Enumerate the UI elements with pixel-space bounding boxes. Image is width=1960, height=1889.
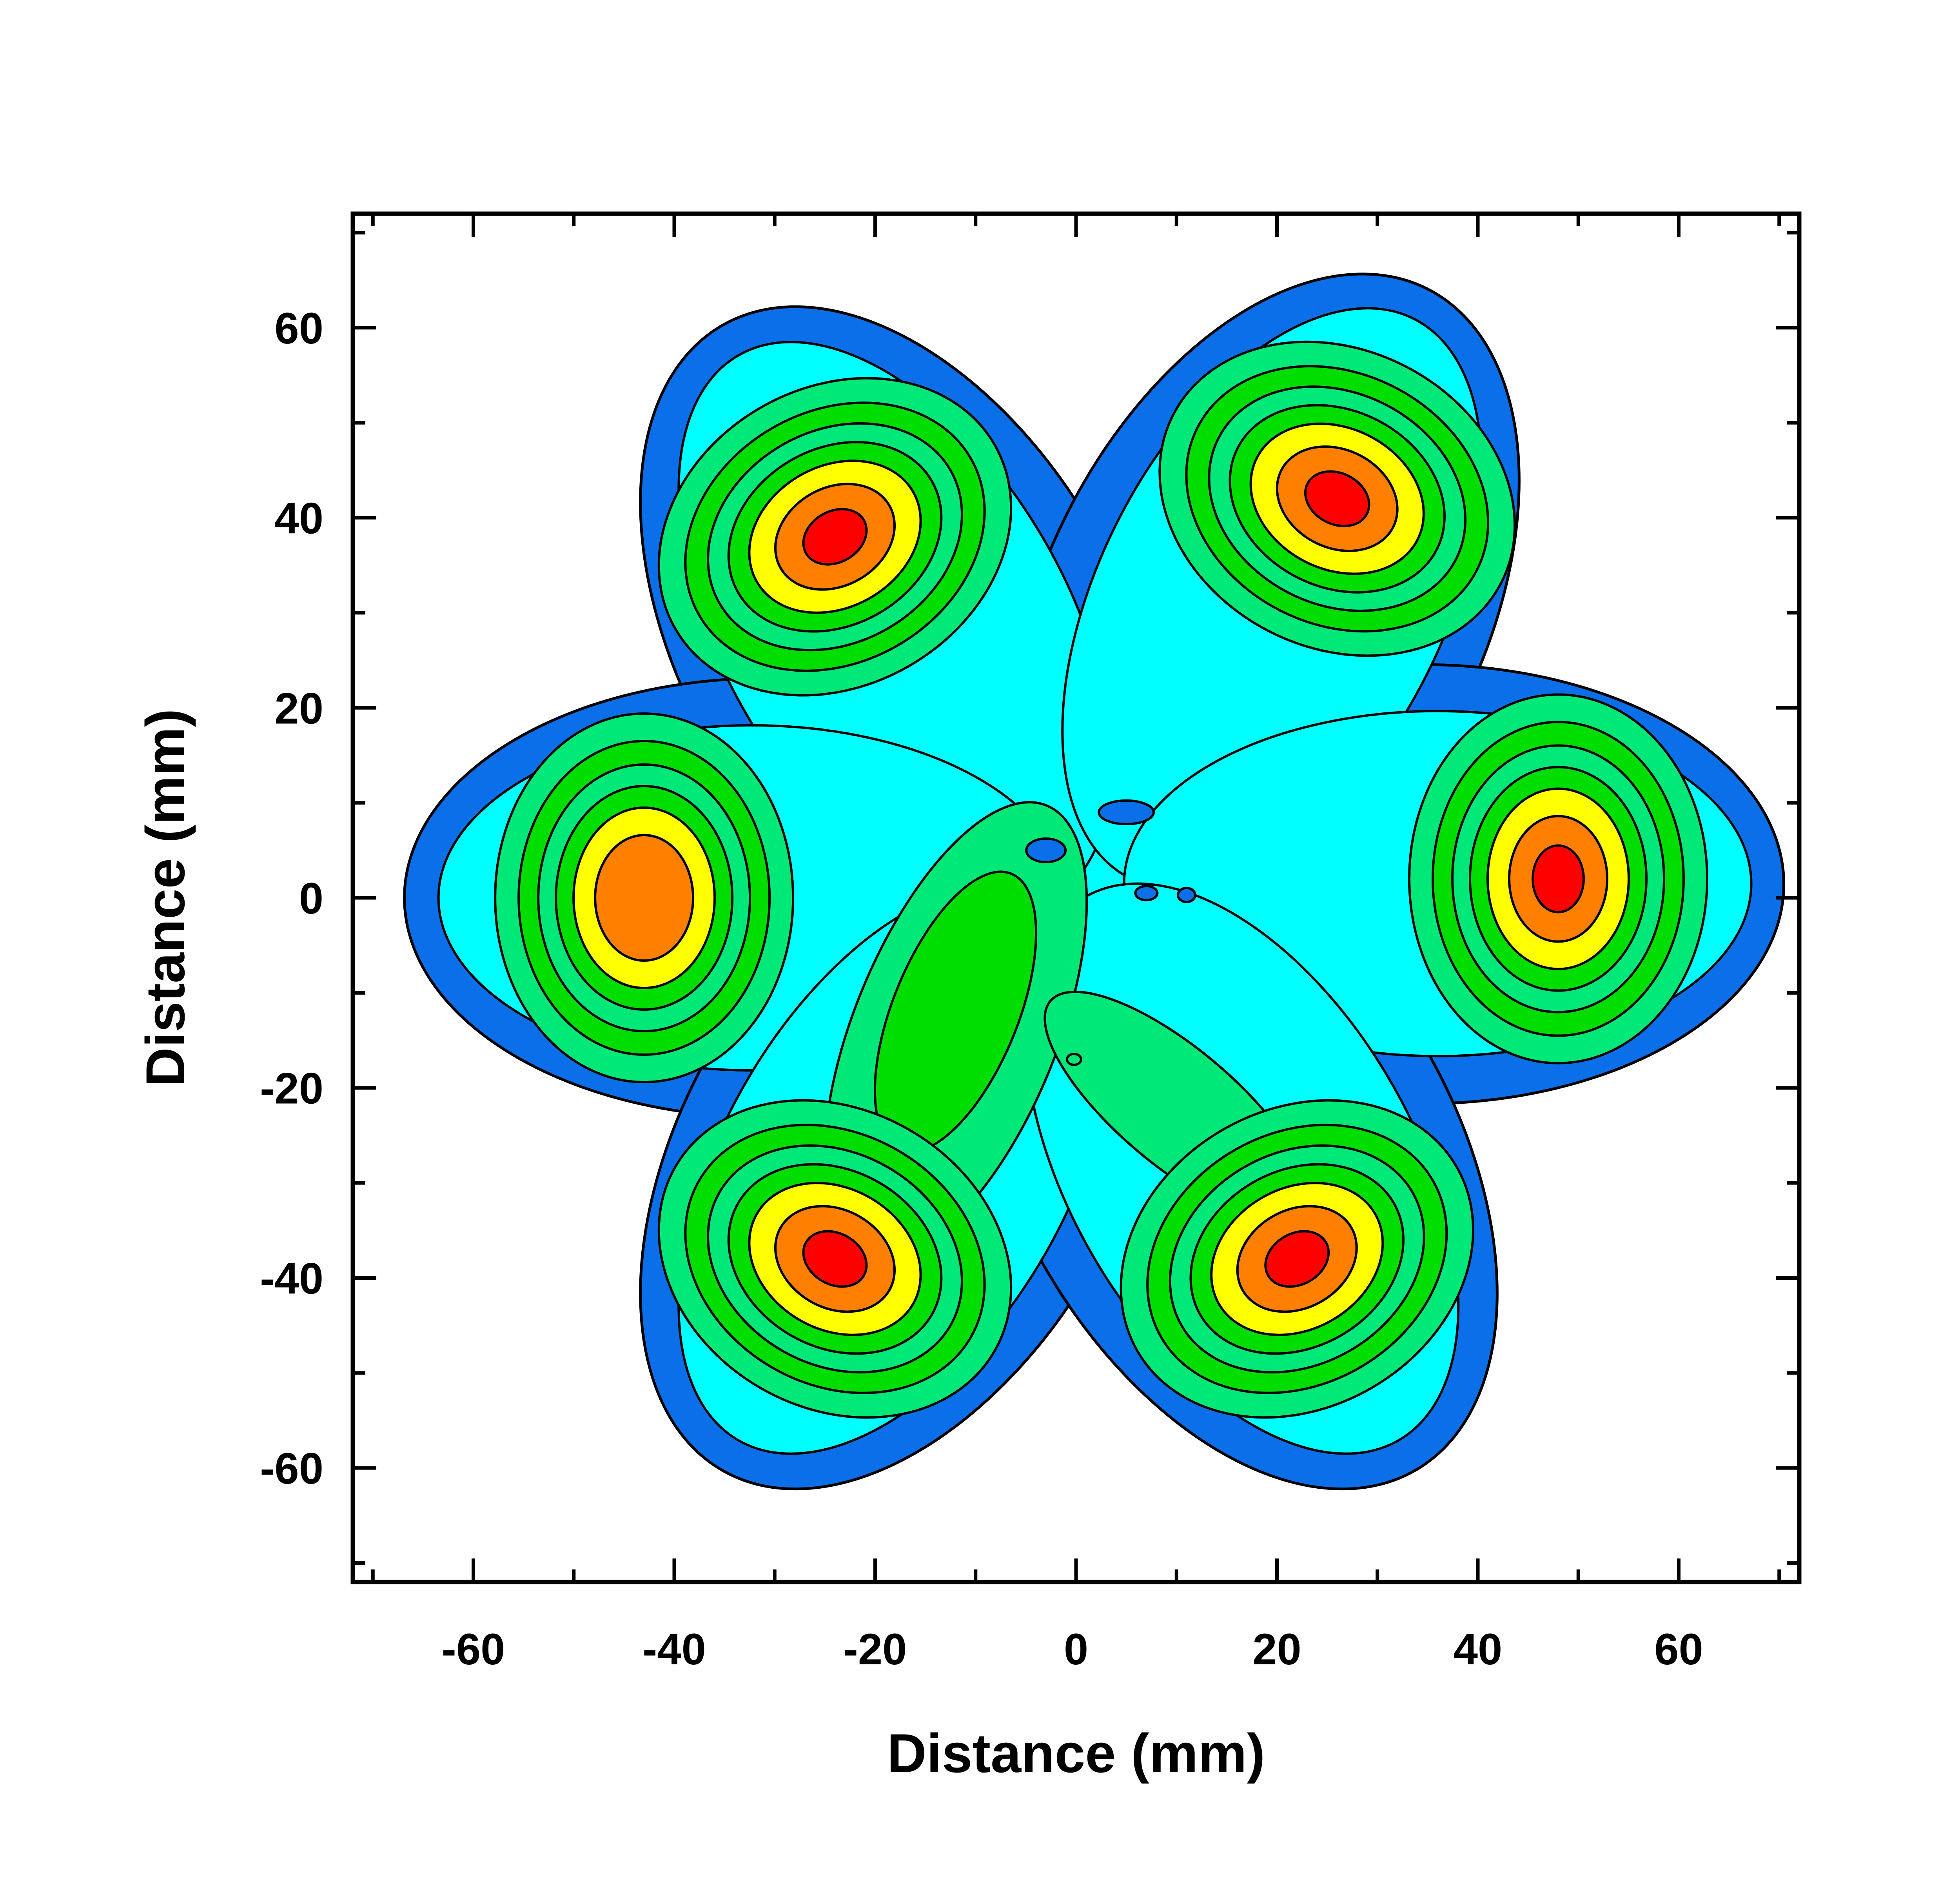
lobe-level-7	[1264, 1230, 1330, 1288]
island-level-1	[1134, 885, 1159, 901]
island-level-1	[1098, 799, 1155, 825]
lobe-level-7	[1304, 470, 1370, 527]
x-tick-label: 20	[1252, 1625, 1301, 1674]
lobe-level-7	[1532, 844, 1585, 914]
x-axis-tick-labels: -60 -40 -20 0 20 40 60	[442, 1625, 1703, 1674]
island-level-1	[1025, 837, 1067, 863]
island-level-1	[1176, 886, 1196, 903]
contour-layers	[403, 272, 1786, 1491]
lobe-5	[657, 1099, 1013, 1419]
x-axis-ticks	[371, 214, 1781, 1582]
lobe-3	[494, 712, 795, 1083]
x-tick-label: 0	[1064, 1625, 1088, 1674]
y-tick-label: 60	[274, 304, 323, 353]
y-axis-tick-labels: -60 -40 -20 0 20 40 60	[260, 304, 323, 1493]
x-tick-label: -20	[844, 1625, 907, 1674]
lobe-1	[657, 377, 1013, 697]
x-tick-label: -60	[442, 1625, 505, 1674]
contour-islands	[1025, 799, 1196, 1066]
y-tick-label: 20	[274, 684, 323, 733]
y-tick-label: 0	[299, 874, 323, 923]
y-tick-label: -40	[260, 1254, 323, 1303]
y-axis-title: Distance (mm)	[134, 709, 196, 1087]
lobe-2	[1158, 340, 1516, 657]
y-tick-label: -60	[260, 1444, 323, 1493]
x-tick-label: -40	[642, 1625, 706, 1674]
x-tick-label: 40	[1454, 1625, 1503, 1674]
y-tick-label: 40	[274, 494, 323, 543]
lobe-6	[1120, 1099, 1474, 1419]
y-axis-ticks	[353, 231, 1799, 1565]
y-tick-label: -20	[260, 1064, 323, 1113]
island-level-3	[1065, 1053, 1082, 1066]
x-tick-label: 60	[1654, 1625, 1703, 1674]
x-axis-title: Distance (mm)	[887, 1722, 1265, 1784]
lobe-level-6	[594, 834, 695, 962]
lobe-4	[1408, 693, 1708, 1064]
lobe-level-7	[802, 1230, 868, 1288]
lobe-level-7	[802, 508, 868, 566]
